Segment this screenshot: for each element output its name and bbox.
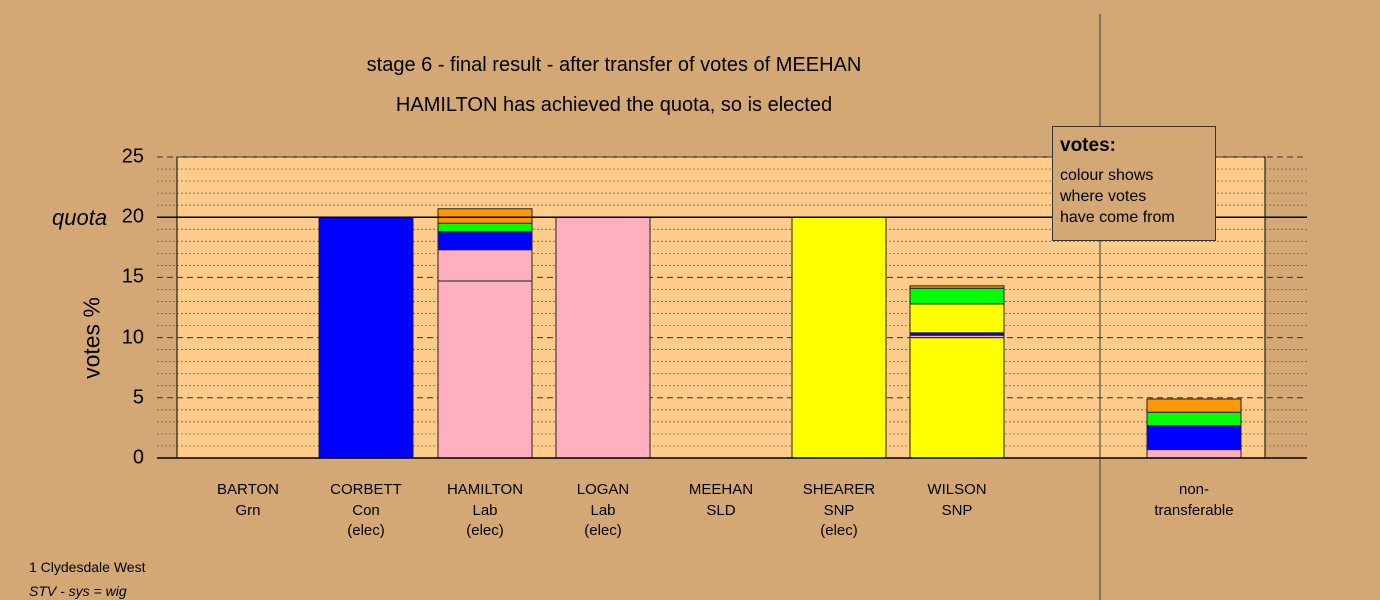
category-name: WILSON	[927, 481, 987, 498]
category-label: LOGAN Lab (elec)	[543, 480, 663, 542]
voting-system: STV - sys = wig	[29, 583, 127, 599]
category-party: Con	[352, 501, 380, 519]
chart-title: stage 6 - final result - after transfer …	[366, 54, 862, 76]
bar-segment	[909, 285, 1005, 289]
category-name: LOGAN	[576, 481, 630, 498]
category-party: SNP	[823, 501, 855, 519]
y-tick-label: 20	[121, 205, 144, 228]
category-status: (elec)	[466, 522, 504, 539]
bar-segment	[437, 280, 533, 459]
category-label: BARTON Grn	[188, 480, 308, 521]
category-label: CORBETT Con (elec)	[306, 480, 426, 542]
category-party: SLD	[706, 501, 736, 519]
bar-segment	[437, 222, 533, 233]
y-tick-label: 0	[132, 446, 144, 469]
category-status: (elec)	[584, 522, 622, 539]
bar-segment	[1146, 449, 1242, 459]
category-party: Grn	[235, 501, 261, 519]
ward-name: 1 Clydesdale West	[29, 559, 146, 575]
category-name: MEEHAN	[688, 481, 754, 498]
category-party: SNP	[941, 501, 973, 519]
category-name: HAMILTON	[446, 481, 524, 498]
bar-segment	[437, 231, 533, 251]
legend-title: votes:	[1060, 135, 1116, 156]
category-party: transferable	[1154, 501, 1234, 519]
category-label: WILSON SNP	[897, 480, 1017, 521]
category-label: MEEHAN SLD	[661, 480, 781, 521]
bar-segment	[909, 337, 1005, 459]
bar-segment	[437, 249, 533, 282]
category-label: non-transferable	[1134, 480, 1254, 521]
bar-segment	[1146, 398, 1242, 413]
y-tick-label: 10	[121, 326, 144, 349]
category-party: Lab	[472, 501, 498, 519]
category-label: HAMILTON Lab (elec)	[425, 480, 545, 542]
legend-line: colour shows	[1060, 167, 1154, 184]
legend-line: have come from	[1060, 209, 1175, 226]
y-tick-label: 5	[132, 386, 144, 409]
legend-line: where votes	[1060, 188, 1147, 205]
bar-segment	[909, 303, 1005, 334]
bar-segment	[1146, 424, 1242, 451]
bar-segment	[1146, 411, 1242, 426]
bar-segment	[555, 216, 651, 459]
category-name: CORBETT	[330, 481, 402, 498]
chart-subtitle: HAMILTON has achieved the quota, so is e…	[395, 94, 833, 116]
category-party: Lab	[590, 501, 616, 519]
category-status: (elec)	[820, 522, 858, 539]
category-label: SHEARER SNP (elec)	[779, 480, 899, 542]
bar-segment	[909, 287, 1005, 305]
category-name: non-	[1178, 481, 1210, 498]
category-status: (elec)	[347, 522, 385, 539]
quota-label: quota	[52, 205, 108, 230]
y-tick-label: 15	[121, 265, 144, 288]
bar-segment	[318, 216, 414, 459]
y-tick-label: 25	[121, 145, 144, 168]
bar-segment	[437, 208, 533, 224]
category-name: SHEARER	[802, 481, 876, 498]
bar-segment	[791, 216, 887, 459]
category-name: BARTON	[217, 481, 279, 498]
legend-box: votes: colour shows where votes have com…	[1052, 126, 1216, 241]
